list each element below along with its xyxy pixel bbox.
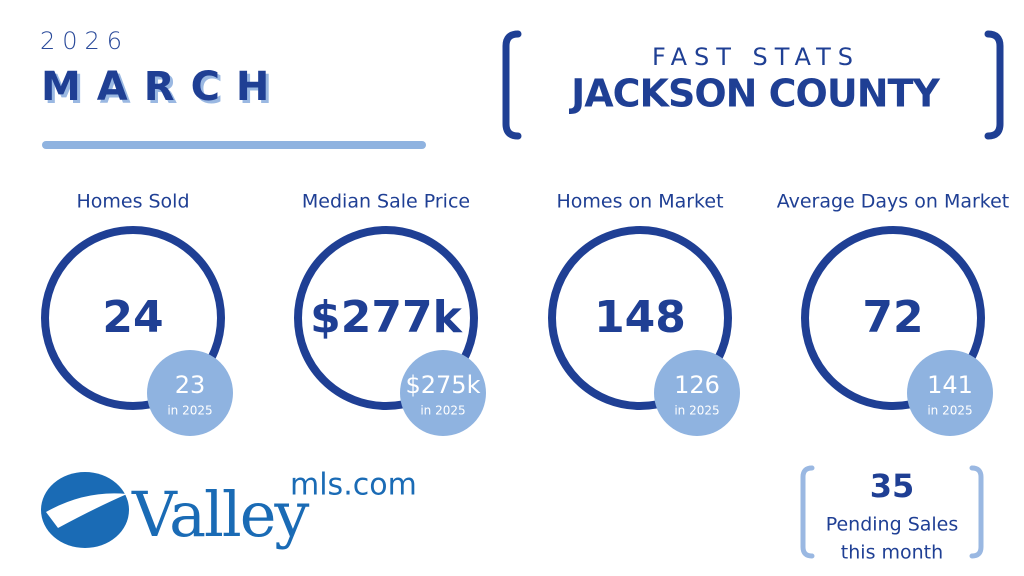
prior-note: in 2025 [674,404,719,418]
pending-line1: Pending Sales [826,514,959,536]
stat-ring [548,226,732,410]
stat-label: Average Days on Market [777,191,1010,213]
stat-value: 24 [102,292,163,343]
stat-label: Homes on Market [556,191,723,213]
stat-label: Median Sale Price [302,191,470,213]
logo-name: Valley [131,478,309,551]
stat-value: 148 [594,292,686,343]
prior-value: 126 [674,371,720,399]
prior-value: $275k [406,371,481,399]
logo: Valley mls.com [41,468,417,551]
pending-bracket-right [969,465,984,559]
stat-value: $277k [310,292,463,343]
stats: Homes Sold 24 23 in 2025 Median Sale Price $2… [41,191,1010,436]
prior-value: 141 [927,371,973,399]
logo-swoosh [46,493,127,528]
prior-badge [400,350,486,436]
pending-value: 35 [870,467,915,505]
stat-ring [41,226,225,410]
prior-value: 23 [175,371,206,399]
prior-badge [907,350,993,436]
pending-line2: this month [841,542,943,564]
month: MARCH [41,64,285,110]
month-shadow: MARCH [44,67,288,113]
logo-suffix: mls.com [290,468,417,503]
kicker: FAST STATS [652,43,860,71]
prior-note: in 2025 [420,404,465,418]
stat-ring [294,226,478,410]
title: JACKSON COUNTY [568,72,940,116]
stat-ring [801,226,985,410]
stat-value: 72 [862,292,923,343]
bracket-left [502,30,522,140]
prior-note: in 2025 [167,404,212,418]
year: 2026 [40,27,129,55]
prior-note: in 2025 [927,404,972,418]
stat-label: Homes Sold [76,191,189,213]
prior-badge [654,350,740,436]
prior-badge [147,350,233,436]
pending-bracket-left [800,465,815,559]
bracket-right [984,30,1004,140]
